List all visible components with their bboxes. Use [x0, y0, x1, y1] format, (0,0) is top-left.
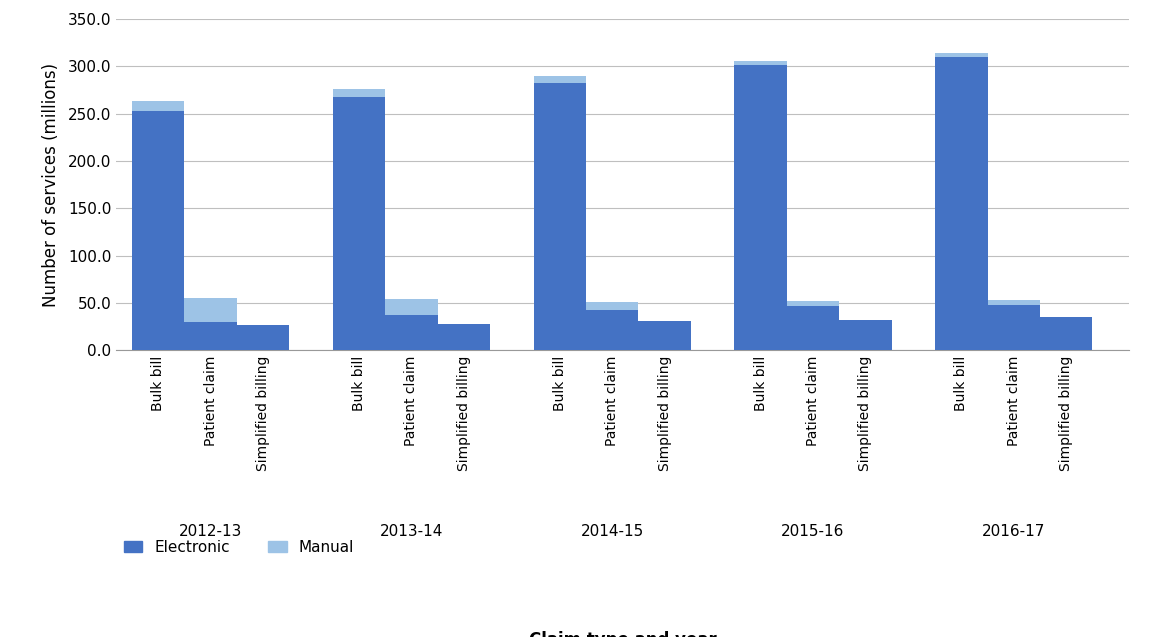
Bar [1039, 317, 1092, 350]
Bar [935, 57, 987, 350]
Legend: Electronic, Manual: Electronic, Manual [125, 540, 354, 555]
Bar [385, 299, 438, 315]
Text: 2014-15: 2014-15 [581, 524, 644, 539]
Bar [787, 301, 839, 306]
Bar [333, 97, 385, 350]
Bar [184, 322, 237, 350]
X-axis label: Claim type and year: Claim type and year [528, 631, 717, 637]
Bar [438, 324, 490, 350]
Bar [734, 64, 787, 350]
Text: 2015-16: 2015-16 [781, 524, 845, 539]
Bar [935, 53, 987, 57]
Text: 2012-13: 2012-13 [179, 524, 242, 539]
Bar [787, 306, 839, 350]
Y-axis label: Number of services (millions): Number of services (millions) [42, 62, 59, 307]
Text: 2013-14: 2013-14 [379, 524, 443, 539]
Bar [385, 315, 438, 350]
Bar [585, 302, 638, 310]
Text: 2016-17: 2016-17 [982, 524, 1045, 539]
Bar [133, 111, 184, 350]
Bar [987, 300, 1039, 305]
Bar [533, 83, 585, 350]
Bar [638, 321, 690, 350]
Bar [184, 298, 237, 322]
Bar [585, 310, 638, 350]
Bar [987, 305, 1039, 350]
Bar [333, 89, 385, 97]
Bar [237, 325, 289, 350]
Bar [533, 76, 585, 83]
Bar [839, 320, 892, 350]
Bar [133, 101, 184, 111]
Bar [734, 61, 787, 64]
